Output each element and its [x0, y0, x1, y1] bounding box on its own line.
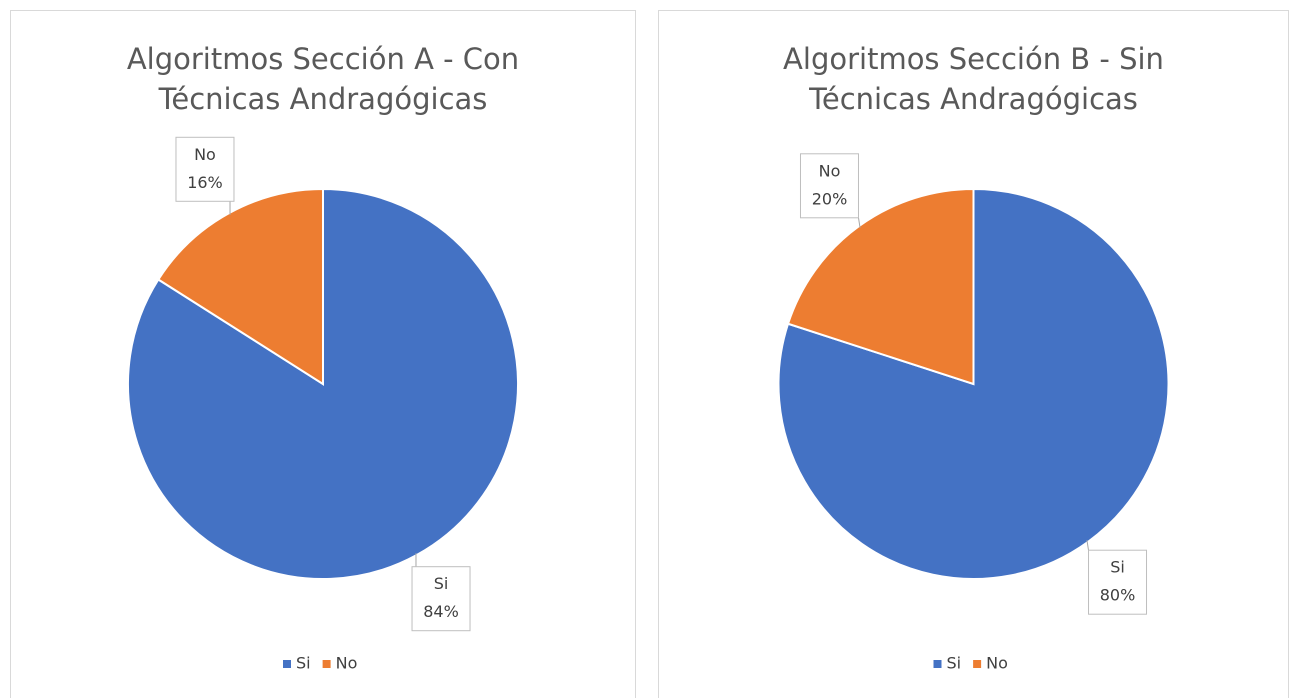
data-label-box: [411, 566, 471, 632]
chart: Si 80% No 20% Si No: [777, 153, 1170, 673]
legend-label: No: [986, 654, 1008, 673]
data-label-category: Si: [434, 574, 449, 593]
chart-title: Algoritmos Sección A - Con Técnicas Andr…: [126, 42, 520, 116]
chart: Si 84% No 16% Si No: [127, 136, 519, 673]
data-label-value: 84%: [423, 602, 459, 621]
data-label-value: 80%: [1100, 586, 1136, 605]
legend-swatch: [322, 660, 331, 668]
chart-title: Algoritmos Sección B - Sin Técnicas Andr…: [783, 42, 1164, 116]
data-label-box: [1088, 549, 1148, 615]
legend-swatch: [973, 660, 982, 668]
pie-slice: [156, 187, 324, 386]
data-label-category: Si: [1110, 558, 1125, 577]
data-label-box: [175, 136, 235, 202]
legend-swatch: [283, 660, 291, 668]
pie-slice: [786, 187, 975, 386]
legend-label: Si: [296, 654, 311, 673]
data-label-category: No: [194, 145, 216, 164]
legend-label: No: [336, 654, 358, 673]
data-label-value: 20%: [812, 189, 848, 208]
legend-label: Si: [947, 654, 962, 673]
data-label-value: 16%: [187, 173, 223, 192]
data-label-category: No: [819, 161, 841, 180]
chart-panel: Si 84% No 16% Si No Algoritmos Sección A - Co…: [10, 10, 636, 698]
leader-line: [857, 217, 861, 228]
data-label-box: [799, 153, 859, 219]
leader-line: [1086, 540, 1090, 551]
chart-panel: Si 80% No 20% Si No Algoritmos Sección B - Si…: [658, 10, 1289, 698]
legend-swatch: [933, 660, 942, 668]
